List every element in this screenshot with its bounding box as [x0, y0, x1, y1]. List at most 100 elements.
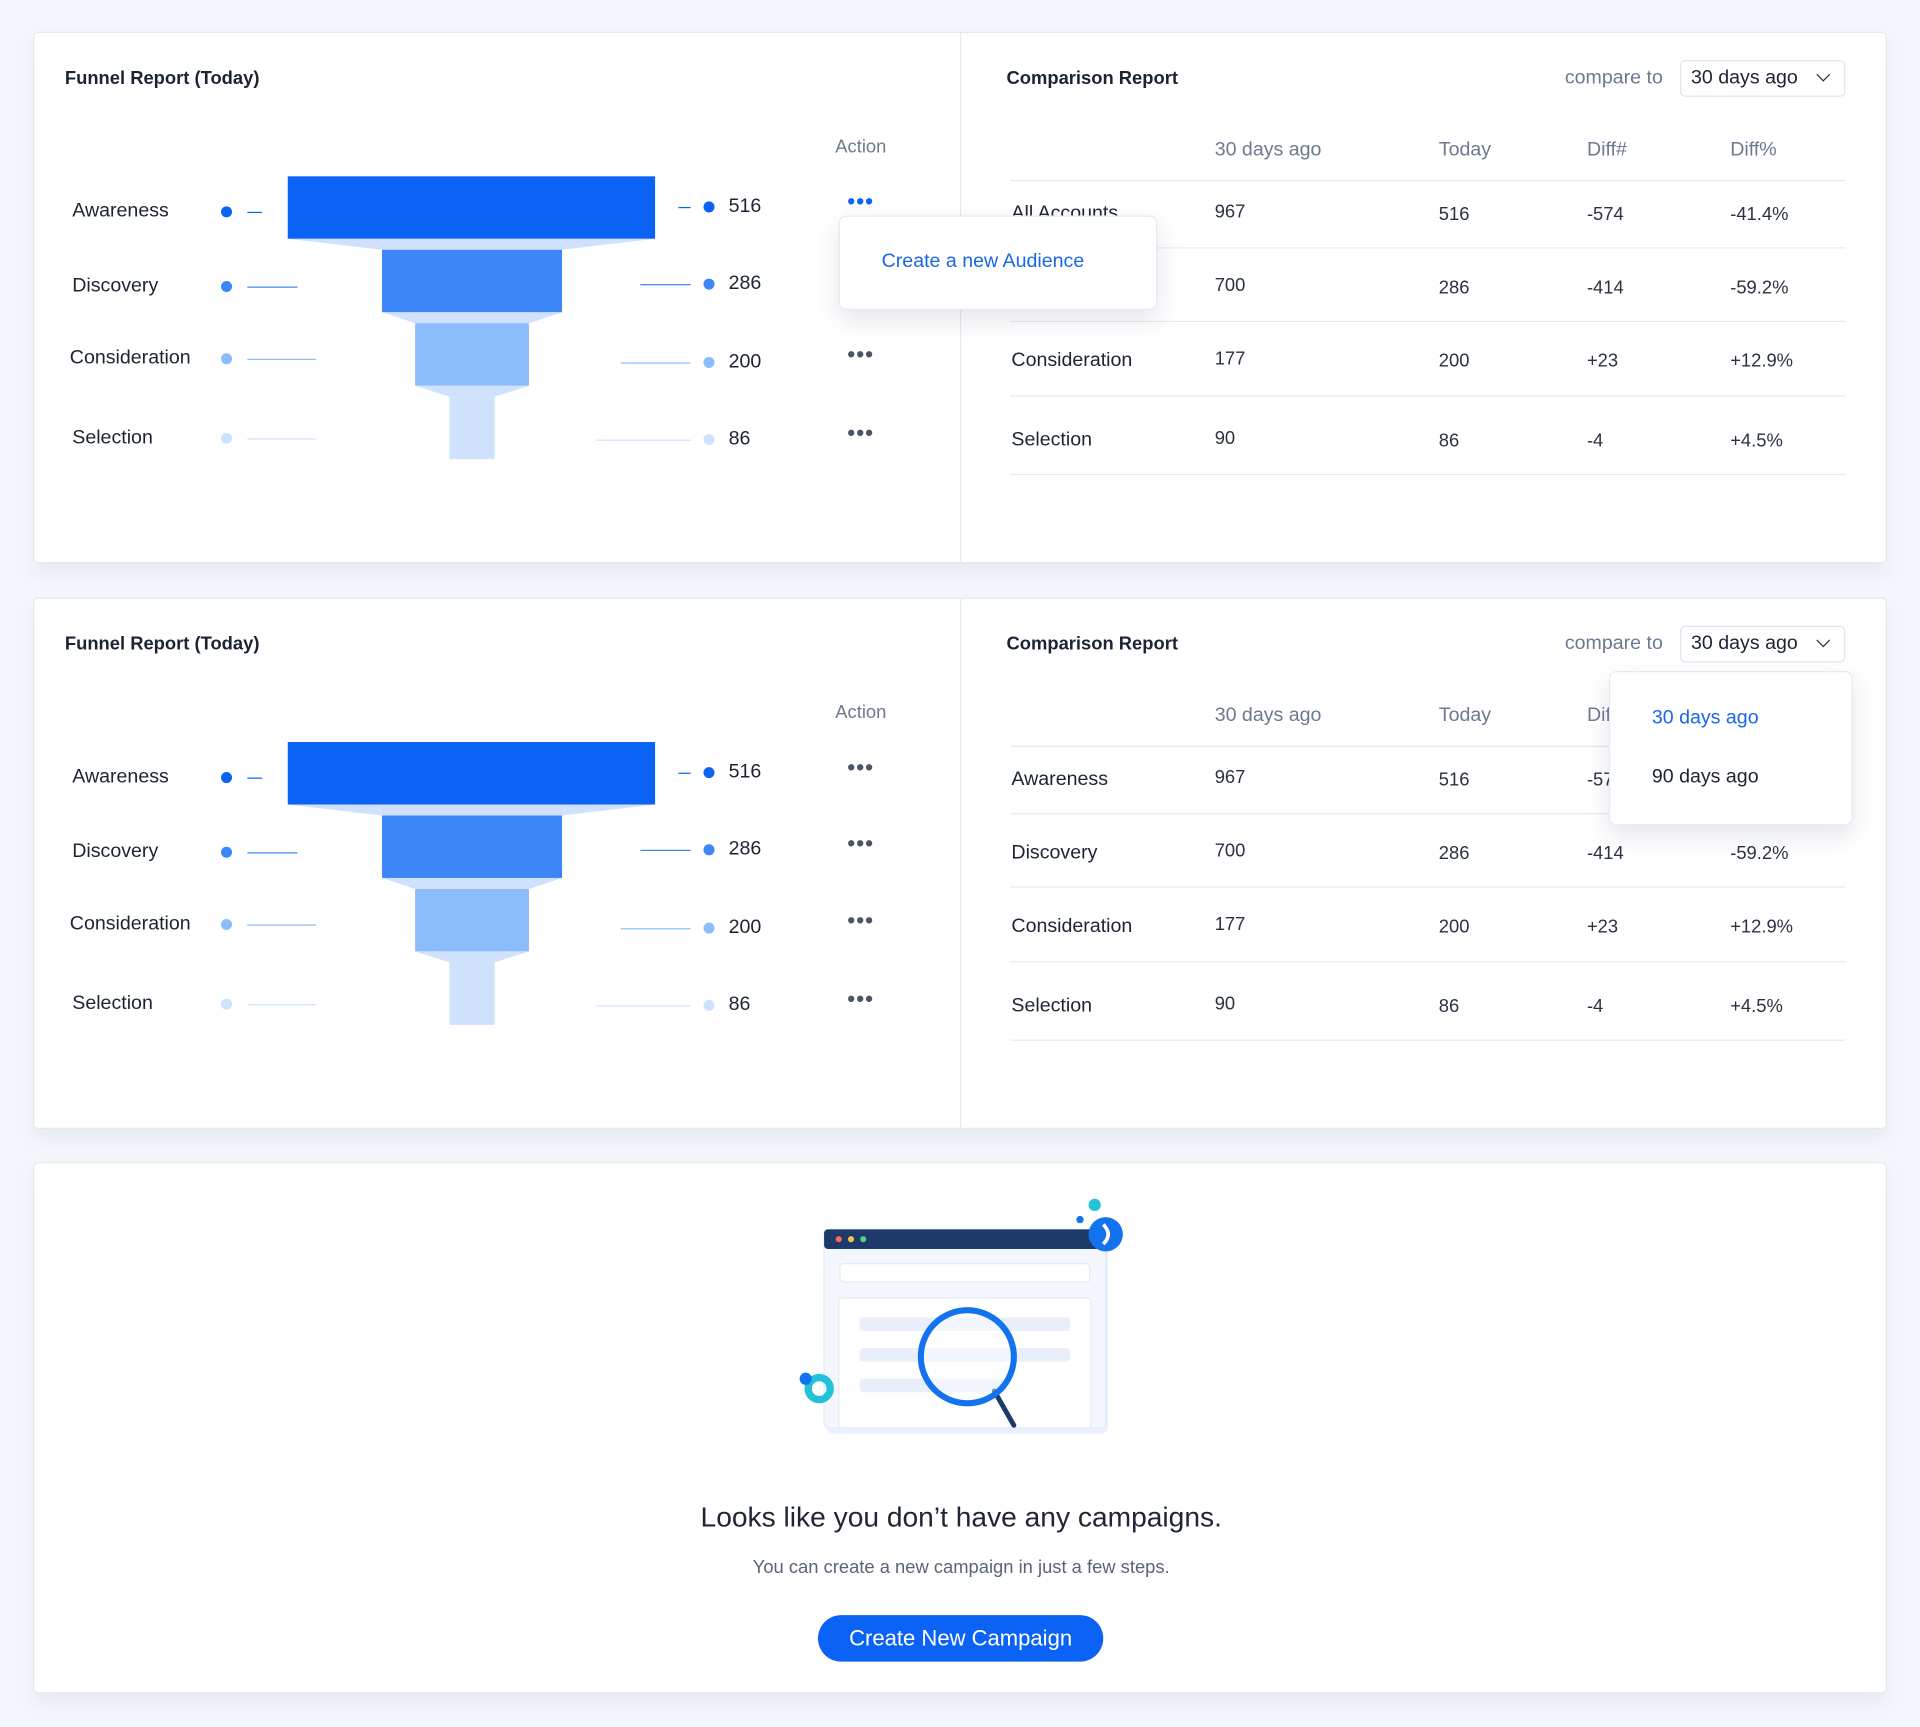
value-dot	[703, 278, 715, 290]
action-menu-button[interactable]: •••	[847, 754, 875, 780]
stage-dot	[221, 846, 233, 858]
action-menu-button[interactable]: •••	[847, 342, 875, 367]
chevron	[1816, 67, 1831, 82]
cell: 177	[1214, 348, 1246, 370]
stage-label: Discovery	[72, 275, 159, 297]
compare-dropdown[interactable]: 30 days ago	[1680, 60, 1846, 97]
compare-dropdown[interactable]: 30 days ago	[1680, 625, 1846, 663]
funnel-bar	[449, 396, 495, 460]
stage-line	[247, 924, 316, 926]
cell: 516	[1438, 203, 1470, 225]
value-dot	[703, 434, 715, 446]
cell: -414	[1586, 843, 1624, 864]
value-dot	[703, 844, 715, 856]
cell: -59.2%	[1730, 843, 1789, 864]
value-dot	[703, 999, 715, 1011]
cell: -41.4%	[1730, 203, 1789, 225]
row-rule	[1010, 473, 1846, 476]
cell: -4	[1586, 430, 1604, 452]
stage-value: 286	[728, 273, 762, 294]
stage-dot	[221, 918, 233, 931]
value-line	[640, 849, 691, 852]
stage-dot	[221, 281, 233, 293]
create-campaign-button[interactable]: Create New Campaign	[817, 1615, 1104, 1662]
column-header: 30 days ago	[1214, 705, 1322, 727]
cell: 286	[1438, 277, 1470, 299]
illustration	[799, 1198, 1123, 1434]
empty-state-card: Looks like you don’t have any campaigns.…	[33, 1162, 1887, 1694]
row-rule	[1010, 886, 1846, 888]
funnel-bar	[287, 742, 656, 805]
funnel-bar	[449, 962, 495, 1025]
dropdown-popup: 30 days ago 90 days ago	[1608, 671, 1853, 826]
stage-label: Consideration	[69, 347, 191, 369]
divider	[960, 598, 962, 1128]
cell: +23	[1586, 350, 1619, 372]
cell: -59.2%	[1730, 277, 1789, 299]
stage-dot	[221, 432, 233, 444]
value-line	[678, 206, 691, 209]
value-dot	[703, 767, 715, 779]
funnel-connector	[382, 877, 563, 889]
cell: -4	[1586, 996, 1604, 1017]
cell: 967	[1214, 767, 1246, 788]
funnel-bar	[382, 249, 563, 313]
comparison-title: Comparison Report	[1006, 67, 1178, 89]
funnel-title: Funnel Report (Today)	[64, 633, 260, 655]
stage-value: 86	[728, 994, 751, 1016]
dropdown-option[interactable]: 30 days ago	[1651, 707, 1759, 729]
funnel-connector	[382, 312, 563, 324]
cell: 90	[1214, 993, 1236, 1015]
menu-item[interactable]: Create a new Audience	[881, 251, 1085, 272]
column-header: Diff#	[1586, 139, 1627, 161]
funnel-connector	[415, 385, 529, 397]
stage-label: Discovery	[72, 841, 159, 863]
cell: -574	[1586, 203, 1624, 225]
row-rule	[1010, 320, 1846, 323]
row-rule	[1010, 1039, 1846, 1041]
stage-line	[247, 852, 298, 854]
stage-line	[247, 438, 316, 440]
stage-value: 286	[728, 838, 762, 860]
action-popup: Create a new Audience	[838, 215, 1158, 310]
compare-label: compare to	[1564, 67, 1663, 89]
dropdown-option[interactable]: 90 days ago	[1651, 766, 1759, 788]
stage-line	[247, 358, 316, 361]
funnel-connector	[415, 951, 529, 963]
cell: 86	[1438, 430, 1460, 452]
cell: 90	[1214, 427, 1236, 449]
row-label: Consideration	[1011, 350, 1133, 372]
value-line	[620, 928, 691, 930]
funnel-bar	[382, 815, 563, 878]
action-menu-button[interactable]: •••	[847, 986, 875, 1011]
column-header: 30 days ago	[1214, 139, 1322, 161]
header-rule	[1010, 745, 1846, 747]
stage-label: Awareness	[72, 200, 169, 222]
cell: +4.5%	[1730, 996, 1783, 1017]
report-card: Funnel Report (Today) Action Awareness 516 •…	[33, 31, 1887, 564]
report-card: Funnel Report (Today) Action Awareness 516 •…	[33, 597, 1887, 1129]
value-line	[596, 1005, 691, 1007]
action-menu-button[interactable]: •••	[847, 907, 875, 933]
stage-line	[247, 286, 298, 288]
action-menu-button[interactable]: •••	[847, 830, 875, 856]
funnel-connector	[287, 804, 656, 816]
stage-line	[247, 777, 263, 779]
cell: 700	[1214, 840, 1246, 862]
value-line	[596, 439, 691, 441]
cell: +12.9%	[1730, 916, 1794, 938]
row-rule	[1010, 813, 1846, 815]
row-label: Selection	[1011, 429, 1093, 451]
stage-value: 86	[728, 428, 751, 450]
stage-line	[247, 1004, 316, 1006]
value-line	[640, 284, 691, 286]
funnel-bar	[287, 176, 656, 239]
stage-label: Selection	[72, 993, 153, 1014]
action-menu-button[interactable]: •••	[847, 420, 875, 445]
header-rule	[1010, 180, 1846, 182]
stage-dot	[221, 998, 233, 1010]
action-menu-button[interactable]: •••	[847, 189, 875, 214]
funnel-bar	[415, 888, 529, 952]
chevron	[1816, 633, 1831, 648]
cell: 286	[1438, 843, 1470, 864]
